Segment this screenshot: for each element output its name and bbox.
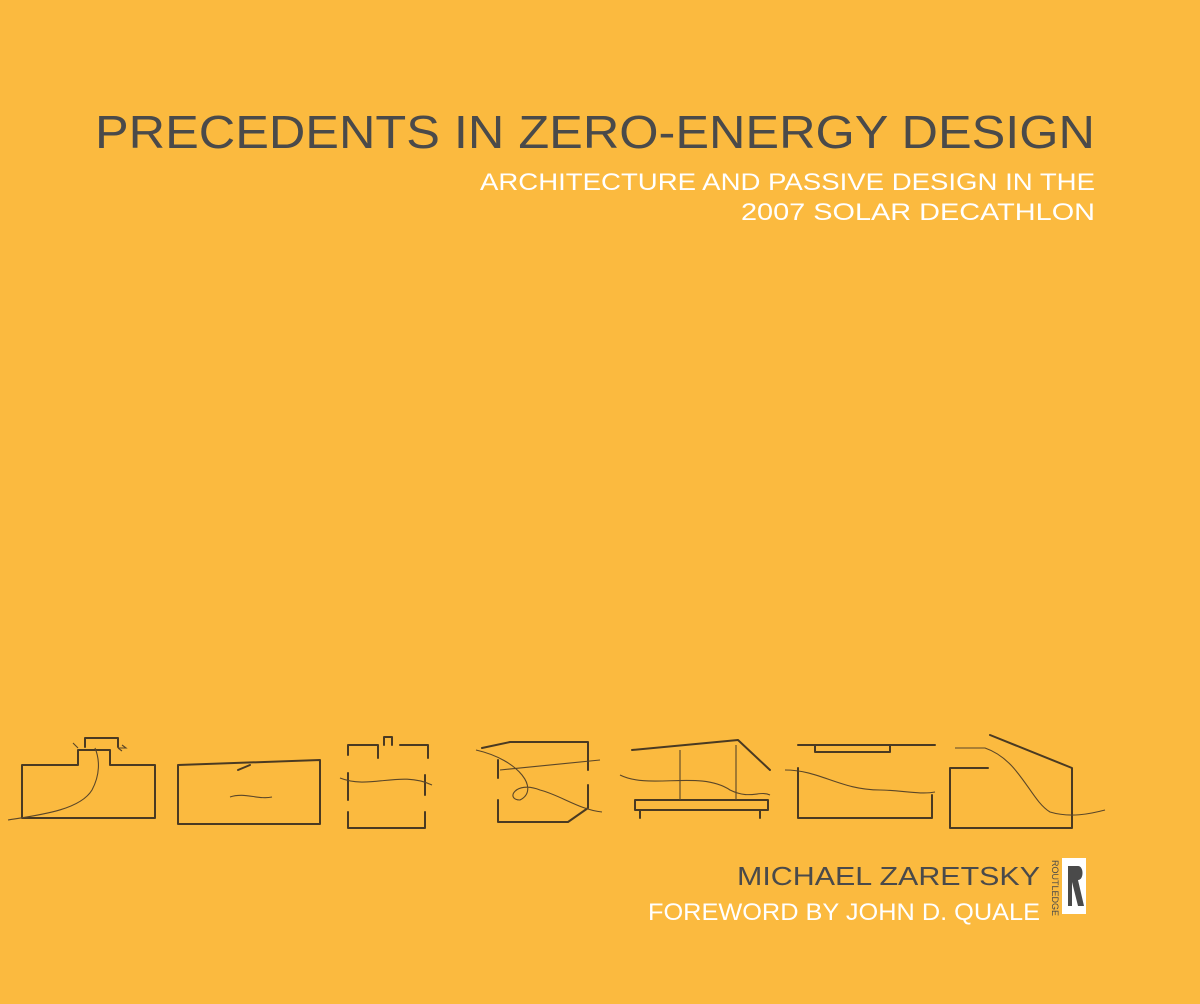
publisher-logo: ROUTLEDGE (1050, 858, 1086, 916)
title: PRECEDENTS IN ZERO-ENERGY DESIGN (95, 106, 1095, 158)
publisher: ROUTLEDGE (1050, 860, 1060, 916)
author: MICHAEL ZARETSKY (737, 861, 1040, 891)
subtitle-line: ARCHITECTURE AND PASSIVE DESIGN IN THE (480, 169, 1095, 196)
section-sketches (7, 734, 1106, 829)
subtitle-line: 2007 SOLAR DECATHLON (741, 199, 1095, 226)
foreword: FOREWORD BY JOHN D. QUALE (648, 899, 1040, 926)
